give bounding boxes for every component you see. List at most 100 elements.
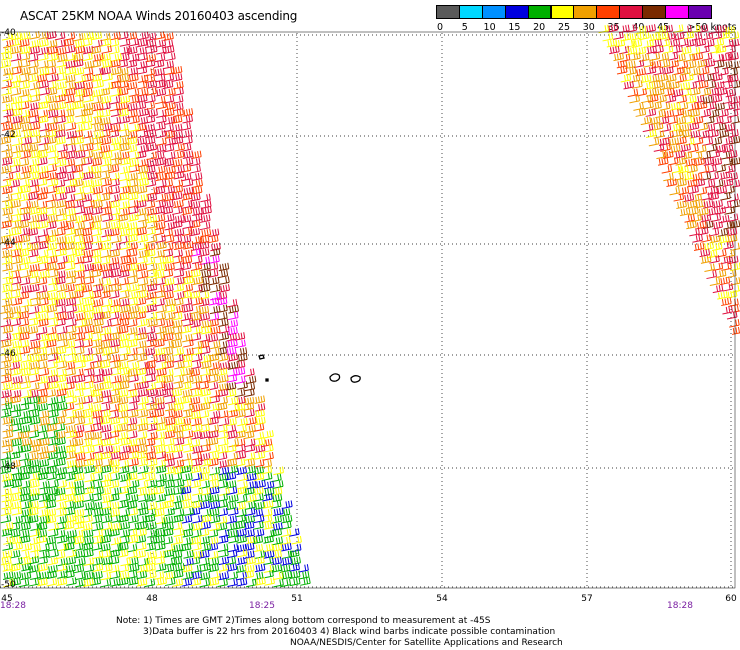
wind-barb [64,235,76,245]
wind-barb [165,165,176,175]
wind-barb [164,444,176,454]
wind-barb [57,143,68,153]
wind-barb [20,515,32,525]
wind-barb [650,60,662,69]
wind-barb [64,227,76,236]
wind-barb [192,296,203,306]
wind-barb [173,228,185,237]
wind-barb [102,81,113,91]
wind-barb [81,227,93,237]
wind-barb [280,578,291,588]
wind-barb [83,31,94,41]
wind-barb [117,123,129,132]
wind-barb [37,563,48,572]
wind-barb [714,102,725,111]
wind-barb [173,276,185,286]
wind-barb [2,416,14,425]
wind-barb [663,87,675,97]
wind-barb [127,507,138,517]
wind-barb [100,389,112,399]
wind-barb [64,45,76,54]
wind-barb [156,501,167,511]
wind-barb [208,276,220,286]
wind-barb [74,452,86,461]
wind-barb [72,178,84,188]
wind-barb [189,227,201,237]
wind-barb [200,200,212,209]
wind-barb [696,101,708,110]
wind-barb [74,123,86,132]
wind-barb [153,270,165,280]
lon-label: 51 [291,594,303,604]
wind-barb [728,129,739,138]
wind-barb [602,32,614,42]
wind-barb [72,542,84,552]
wind-barb [18,452,30,462]
wind-barb [46,185,58,194]
wind-barb [724,123,736,132]
wind-barb [120,479,131,489]
wind-barb [173,269,185,278]
wind-barb [715,206,727,215]
wind-barb [119,290,130,300]
legend-label: 40 [632,22,645,33]
wind-barb [46,39,58,49]
wind-barb [3,67,14,76]
wind-barb [45,515,57,524]
wind-barb [164,487,176,497]
wind-barb [82,171,94,180]
wind-barb [698,207,709,216]
wind-barb [154,249,165,259]
wind-barb [190,410,201,420]
wind-barb [138,177,149,187]
wind-barb [631,39,643,48]
wind-barb [63,172,75,182]
wind-barb [653,143,665,152]
wind-barb [38,38,49,48]
wind-barb [228,507,239,516]
wind-barb [10,389,22,399]
wind-barb [63,311,75,321]
wind-barb [155,388,167,397]
wind-barb [209,389,221,399]
wind-barb [228,438,239,448]
wind-barb [47,269,59,278]
wind-barb [272,522,283,531]
wind-barb [702,220,714,230]
wind-barb [2,444,13,454]
wind-barb [254,444,266,454]
wind-barb [1,493,13,503]
wind-barb [18,430,30,440]
wind-barb [101,158,112,167]
wind-barb [3,39,14,49]
wind-barb [700,213,712,223]
wind-barb [46,221,57,230]
wind-barb [20,150,31,159]
wind-barb [30,135,41,145]
wind-barb [630,52,641,61]
wind-barb [82,88,93,98]
wind-barb [126,438,138,448]
wind-barb [182,333,193,343]
wind-barb [182,367,194,376]
wind-barb [726,269,737,279]
wind-barb [171,73,183,82]
wind-barb [55,436,66,446]
wind-barb [37,157,48,166]
wind-barb [199,550,210,559]
wind-barb [56,451,67,460]
wind-barb [56,165,67,175]
wind-barb [208,480,220,489]
wind-barb [65,248,77,257]
wind-barb [244,550,255,559]
wind-barb [45,493,57,503]
wind-barb [47,396,59,406]
wind-barb [45,136,57,145]
wind-barb [10,367,21,377]
wind-barb [680,66,691,76]
wind-barb [702,31,714,41]
wind-barb [191,150,202,160]
wind-barb [56,283,68,293]
wind-barb [128,557,139,566]
wind-barb [18,339,30,349]
